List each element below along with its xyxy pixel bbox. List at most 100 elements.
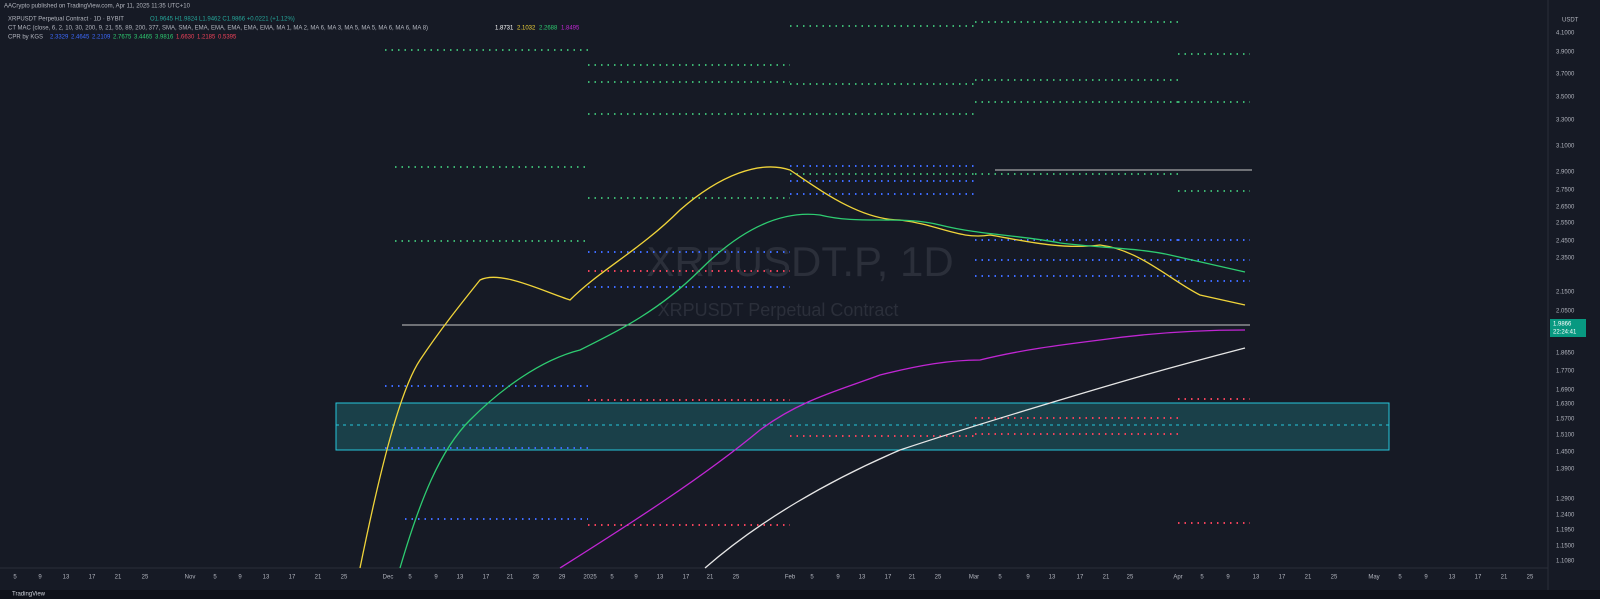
time-label: 5 — [1200, 575, 1204, 581]
countdown: 22:24:41 — [1553, 330, 1577, 336]
price-label: 3.3000 — [1556, 118, 1575, 124]
price-label: 1.5700 — [1556, 417, 1575, 423]
time-label: 25 — [341, 575, 348, 581]
time-label: 5 — [610, 575, 614, 581]
price-label: 1.1500 — [1556, 544, 1575, 550]
time-label: 17 — [1475, 575, 1482, 581]
last-price: 1.9866 — [1553, 322, 1572, 328]
time-label: 21 — [315, 575, 322, 581]
time-label: 5 — [998, 575, 1002, 581]
time-label: 17 — [89, 575, 96, 581]
time-label: 5 — [408, 575, 412, 581]
time-label: 17 — [483, 575, 490, 581]
time-label: 5 — [213, 575, 217, 581]
time-label: 13 — [457, 575, 464, 581]
time-label: 25 — [1331, 575, 1338, 581]
price-label: 1.7700 — [1556, 369, 1575, 375]
time-label: 25 — [733, 575, 740, 581]
time-label: 21 — [707, 575, 714, 581]
indicator-value: 2.3329 — [50, 35, 69, 41]
price-label: 1.6300 — [1556, 402, 1575, 408]
indicator-value: 1.2185 — [197, 35, 216, 41]
price-label: 1.6900 — [1556, 388, 1575, 394]
indicator-value: 0.5395 — [218, 35, 237, 41]
indicator-value: 2.4645 — [71, 35, 90, 41]
price-label: 3.9000 — [1556, 50, 1575, 56]
time-label: 13 — [1049, 575, 1056, 581]
time-label: May — [1368, 575, 1379, 581]
cpr-levels — [385, 21, 1250, 526]
currency-label: USDT — [1562, 18, 1579, 24]
price-label: 2.3500 — [1556, 256, 1575, 262]
price-label: 3.5000 — [1556, 95, 1575, 101]
time-label: Mar — [969, 575, 979, 581]
time-label: 9 — [1026, 575, 1030, 581]
indicator-value: 2.2109 — [92, 35, 111, 41]
time-label: 9 — [238, 575, 242, 581]
price-label: 2.7500 — [1556, 188, 1575, 194]
time-label: 13 — [263, 575, 270, 581]
time-label: 25 — [142, 575, 149, 581]
time-label: 21 — [507, 575, 514, 581]
time-label: 13 — [657, 575, 664, 581]
symbol-label: XRPUSDT Perpetual Contract · 1D · BYBIT — [8, 17, 124, 23]
moving-averages — [359, 166, 1246, 569]
price-label: 4.1000 — [1556, 31, 1575, 37]
time-label: 5 — [13, 575, 17, 581]
time-label: 29 — [559, 575, 566, 581]
time-label: 21 — [115, 575, 122, 581]
time-label: 9 — [836, 575, 840, 581]
time-label: 25 — [935, 575, 942, 581]
time-label: 25 — [1527, 575, 1534, 581]
time-label: 21 — [1103, 575, 1110, 581]
price-label: 1.1080 — [1556, 559, 1575, 565]
support-zone — [335, 402, 1390, 451]
time-label: 5 — [810, 575, 814, 581]
price-label: 3.7000 — [1556, 72, 1575, 78]
price-label: 2.0500 — [1556, 309, 1575, 315]
price-label: 3.1000 — [1556, 144, 1575, 150]
time-label: 21 — [1305, 575, 1312, 581]
indicator-value: 3.4465 — [134, 35, 153, 41]
indicator-value: 3.9816 — [155, 35, 174, 41]
time-label: 21 — [909, 575, 916, 581]
time-label: 13 — [859, 575, 866, 581]
time-label: 17 — [885, 575, 892, 581]
indicator-value: 1.8731 — [495, 26, 514, 32]
price-label: 1.8650 — [1556, 351, 1575, 357]
price-label: 1.1950 — [1556, 528, 1575, 534]
ohlc-values: O1.9645 H1.9824 L1.9462 C1.9866 +0.0221 … — [150, 17, 295, 23]
time-label: Dec — [383, 575, 394, 581]
time-label: 2025 — [583, 575, 597, 581]
time-label: 5 — [1398, 575, 1402, 581]
published-note: AACrypto published on TradingView.com, A… — [4, 4, 191, 10]
price-label: 2.4500 — [1556, 239, 1575, 245]
indicator-value: 2.1032 — [517, 26, 536, 32]
indicator-value: 2.2688 — [539, 26, 558, 32]
time-label: 25 — [533, 575, 540, 581]
indicator-value: 1.6630 — [176, 35, 195, 41]
price-badge — [1550, 319, 1586, 337]
time-label: 9 — [38, 575, 42, 581]
time-label: 9 — [634, 575, 638, 581]
price-label: 1.3900 — [1556, 467, 1575, 473]
price-label: 2.5500 — [1556, 221, 1575, 227]
price-label: 2.9000 — [1556, 170, 1575, 176]
time-label: 17 — [683, 575, 690, 581]
indicator-label: CPR by KGS — [8, 35, 43, 41]
watermark-title: XRPUSDT.P, 1D — [646, 238, 953, 285]
indicator-value: 1.8495 — [561, 26, 580, 32]
price-label: 1.5100 — [1556, 433, 1575, 439]
price-label: 1.4500 — [1556, 450, 1575, 456]
time-label: Apr — [1173, 575, 1182, 581]
price-label: 2.6500 — [1556, 205, 1575, 211]
indicator-label: CT MAC (close, 6, 2, 10, 30, 200, 9, 21,… — [8, 26, 428, 32]
time-label: 21 — [1501, 575, 1508, 581]
time-label: 9 — [434, 575, 438, 581]
watermark-subtitle: XRPUSDT Perpetual Contract — [658, 300, 899, 320]
time-label: 17 — [1077, 575, 1084, 581]
time-label: 9 — [1226, 575, 1230, 581]
footer-brand: TradingView — [12, 592, 46, 598]
